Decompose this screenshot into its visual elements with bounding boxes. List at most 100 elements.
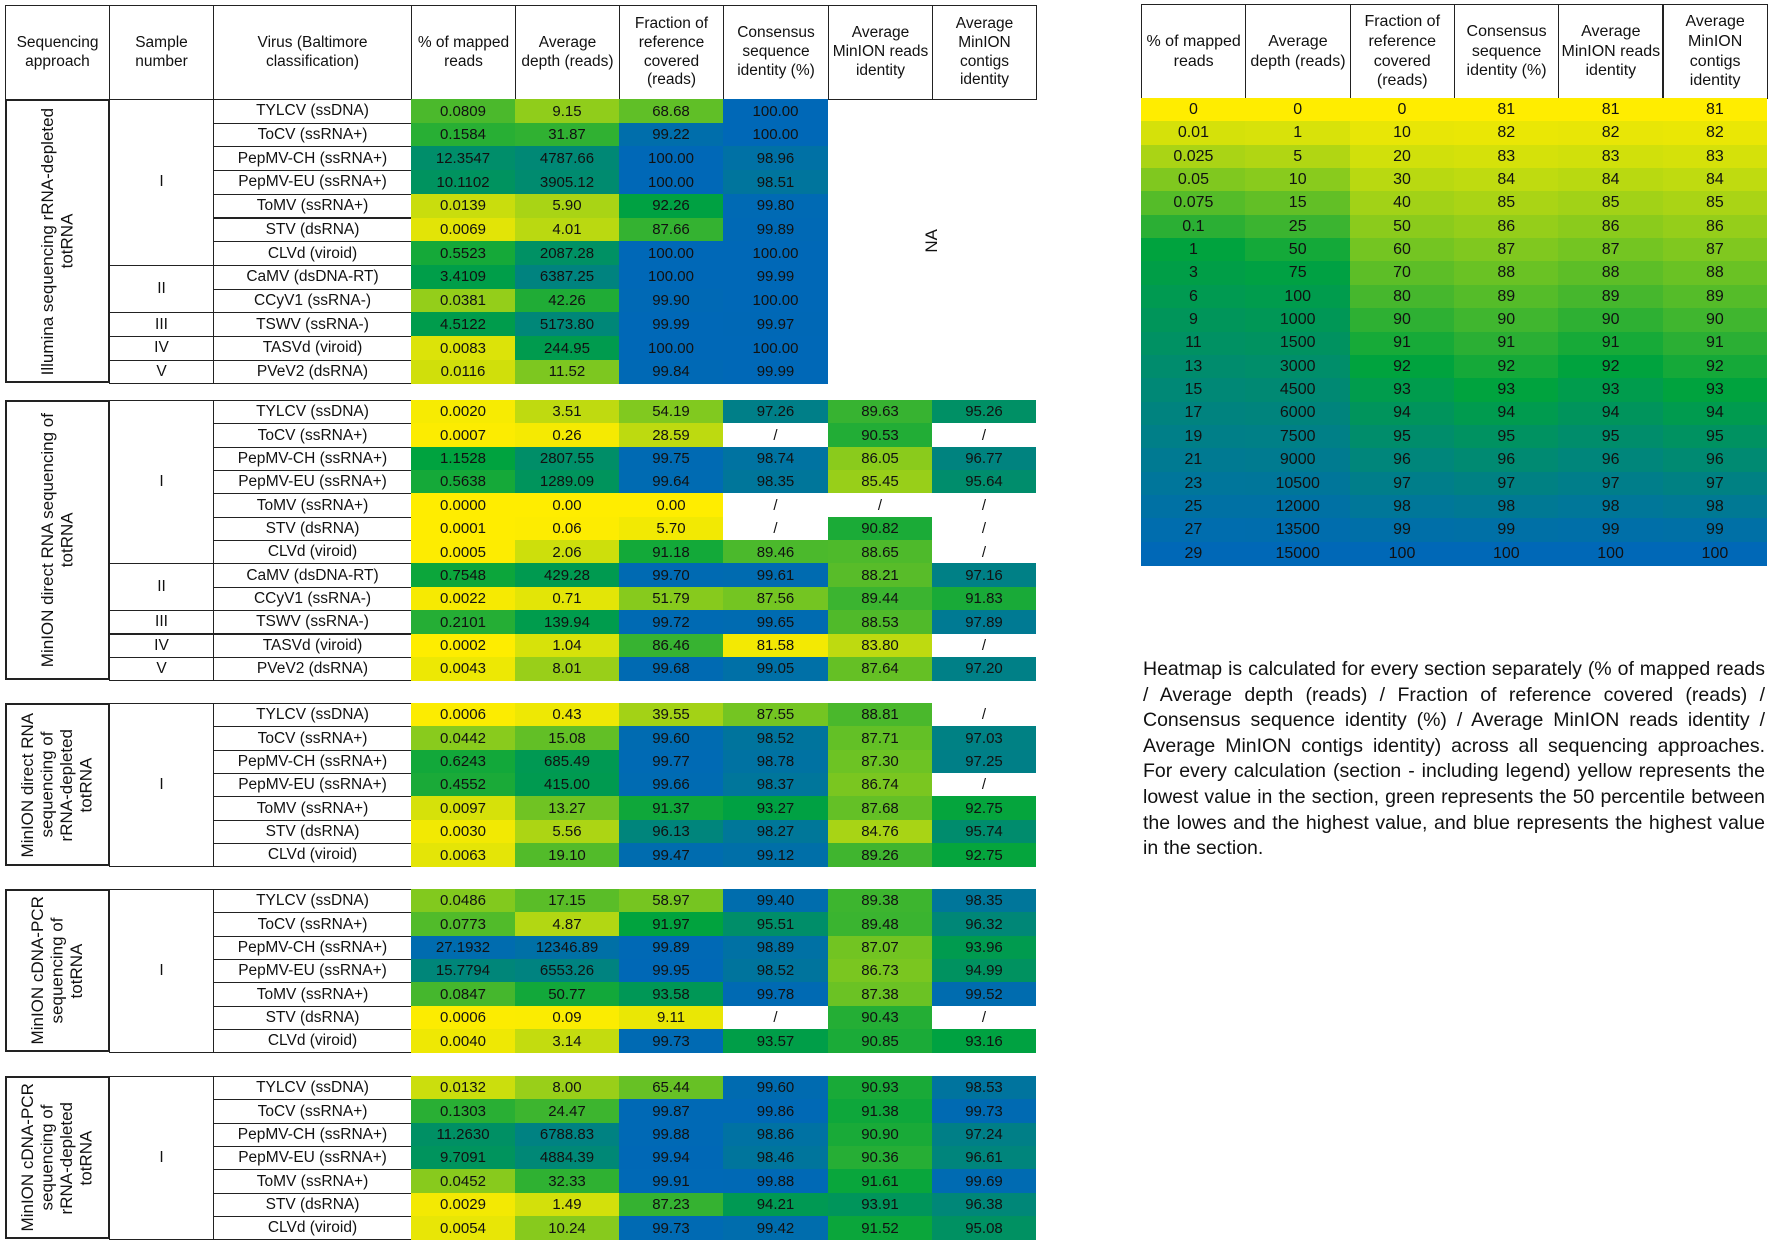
legend-cell: 19 (1141, 424, 1246, 449)
legend-cell: 10 (1245, 168, 1351, 192)
heatmap-cell: 0.5523 (411, 241, 515, 266)
heatmap-cell: 0.0069 (411, 217, 515, 242)
heatmap-cell: 98.78 (723, 749, 828, 774)
heatmap-cell: 0.0006 (411, 703, 515, 727)
heatmap-cell: / (932, 773, 1036, 797)
legend-cell: 1000 (1245, 308, 1351, 333)
heatmap-cell: 99.52 (932, 982, 1036, 1007)
heatmap-cell: 98.46 (723, 1146, 828, 1170)
heatmap-cell: 415.00 (515, 773, 619, 797)
heatmap-cell: 88.53 (828, 610, 932, 634)
heatmap-cell: 83.80 (828, 633, 932, 658)
heatmap-cell: 93.58 (619, 982, 723, 1007)
sample-number: III (109, 312, 214, 337)
heatmap-cell: / (723, 493, 828, 518)
header-average-depth: Average depth (reads) (515, 5, 620, 100)
sequencing-approach-label: MinION cDNA-PCR sequencing of rRNA-deple… (5, 1076, 110, 1240)
heatmap-cell: 87.64 (828, 656, 932, 681)
legend-cell: 0.05 (1141, 168, 1246, 192)
virus-name: STV (dsRNA) (213, 217, 412, 243)
heatmap-cell: 99.95 (619, 959, 723, 983)
heatmap-cell: 87.56 (723, 586, 828, 611)
legend-cell: 93 (1453, 378, 1559, 403)
heatmap-cell: / (932, 540, 1036, 564)
heatmap-cell: 39.55 (619, 703, 723, 727)
header-consensus-identity: Consensus sequence identity (%) (723, 5, 829, 100)
heatmap-cell: 95.64 (932, 470, 1036, 494)
heatmap-cell: 99.66 (619, 773, 723, 797)
virus-name: CLVd (viroid) (213, 241, 412, 266)
heatmap-cell: 6553.26 (515, 959, 619, 983)
heatmap-cell: 99.68 (619, 656, 723, 681)
legend-cell: 17 (1141, 401, 1246, 426)
legend-cell: 97 (1662, 471, 1768, 496)
legend-cell: 100 (1349, 541, 1455, 566)
legend-cell: 87 (1453, 238, 1559, 262)
virus-name: ToCV (ssRNA+) (213, 122, 412, 148)
heatmap-cell: 88.81 (828, 703, 932, 727)
virus-name: PVeV2 (dsRNA) (213, 359, 412, 385)
heatmap-cell: 99.77 (619, 749, 723, 774)
virus-name: ToMV (ssRNA+) (213, 193, 412, 219)
legend-cell: 0.025 (1141, 144, 1246, 169)
legend-cell: 100 (1662, 541, 1768, 566)
heatmap-cell: 94.21 (723, 1192, 828, 1217)
sample-number: II (109, 563, 214, 612)
heatmap-cell: 93.96 (932, 935, 1036, 960)
virus-name: TSWV (ssRNA-) (213, 610, 412, 635)
sample-number: V (109, 359, 214, 385)
virus-name: PepMV-EU (ssRNA+) (213, 959, 412, 984)
heatmap-cell: 99.75 (619, 446, 723, 471)
heatmap-cell: 90.85 (828, 1029, 932, 1053)
legend-cell: 86 (1662, 214, 1768, 239)
legend-cell: 86 (1558, 214, 1663, 239)
heatmap-cell: 0.0132 (411, 1076, 515, 1100)
header-fraction-covered: Fraction of reference covered (reads) (619, 5, 724, 100)
heatmap-cell: / (932, 493, 1036, 518)
heatmap-cell: 4.01 (515, 217, 619, 242)
virus-name: CCyV1 (ssRNA-) (213, 586, 412, 612)
heatmap-cell: 99.69 (932, 1169, 1036, 1194)
heatmap-cell: 1.04 (515, 633, 619, 658)
heatmap-cell: 3.51 (515, 400, 619, 424)
heatmap-cell: 86.73 (828, 959, 932, 983)
heatmap-cell: 97.26 (723, 400, 828, 424)
legend-cell: 70 (1349, 261, 1455, 286)
legend-cell: 96 (1558, 448, 1663, 473)
virus-name: ToCV (ssRNA+) (213, 423, 412, 448)
na-text: NA (922, 229, 941, 253)
heatmap-cell: 99.70 (619, 563, 723, 588)
heatmap-cell: 87.38 (828, 982, 932, 1007)
legend-cell: 97 (1558, 471, 1663, 496)
heatmap-cell: 0.0007 (411, 423, 515, 448)
virus-name: CaMV (dsDNA-RT) (213, 563, 412, 588)
heatmap-cell: / (932, 1005, 1036, 1030)
header-mapped-reads: % of mapped reads (411, 5, 516, 100)
legend-cell: 84 (1558, 168, 1663, 192)
heatmap-cell: 2.06 (515, 540, 619, 564)
heatmap-cell: 81.58 (723, 633, 828, 658)
heatmap-cell: 99.88 (723, 1169, 828, 1194)
virus-name: PepMV-CH (ssRNA+) (213, 935, 412, 961)
heatmap-cell: 0.06 (515, 516, 619, 541)
legend-cell: 99 (1349, 518, 1455, 543)
sample-number: III (109, 610, 214, 635)
legend-cell: 93 (1558, 378, 1663, 403)
heatmap-cell: 15.08 (515, 726, 619, 751)
virus-name: ToCV (ssRNA+) (213, 912, 412, 937)
heatmap-cell: 139.94 (515, 610, 619, 634)
heatmap-cell: 98.35 (723, 470, 828, 494)
heatmap-cell: 0.0000 (411, 493, 515, 518)
legend-cell: 9000 (1245, 448, 1351, 473)
heatmap-cell: 0.0847 (411, 982, 515, 1007)
legend-cell: 92 (1662, 354, 1768, 379)
legend-cell: 89 (1453, 284, 1559, 309)
legend-cell: 92 (1558, 354, 1663, 379)
virus-name: ToMV (ssRNA+) (213, 493, 412, 518)
heatmap-cell: 92.75 (932, 843, 1036, 867)
legend-cell: 99 (1453, 518, 1559, 543)
heatmap-cell: 0.0809 (411, 99, 515, 124)
legend-cell: 94 (1349, 401, 1455, 426)
heatmap-cell: 0.09 (515, 1005, 619, 1030)
heatmap-cell: 28.59 (619, 423, 723, 448)
